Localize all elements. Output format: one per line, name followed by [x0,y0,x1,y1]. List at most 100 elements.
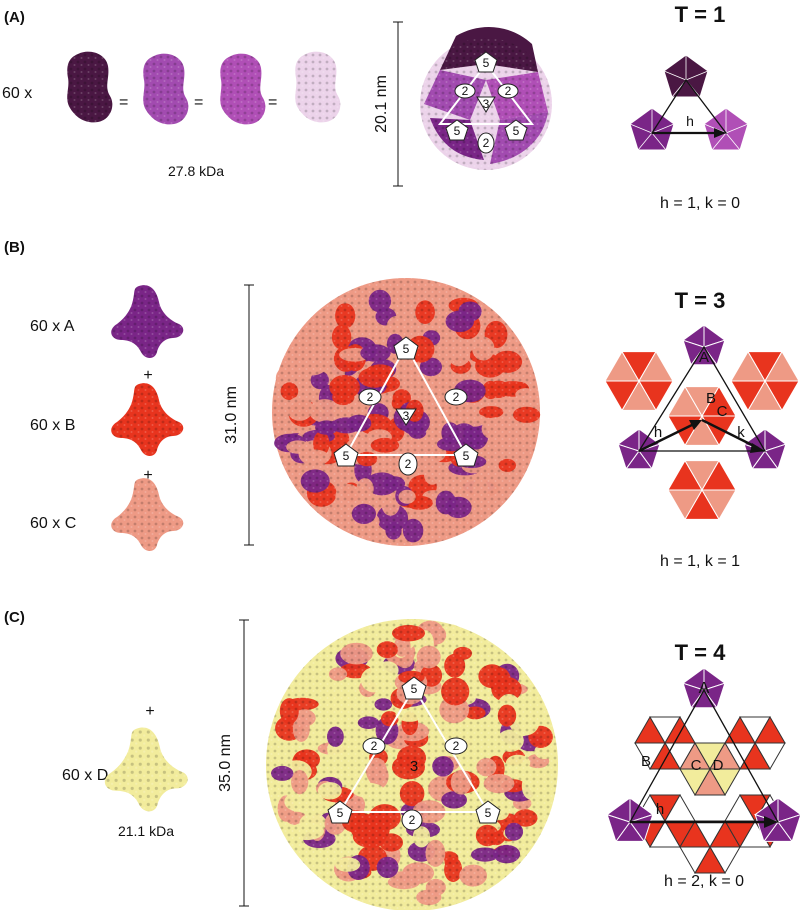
axis-b-5-top: 5 [393,336,419,360]
axis-b-2-left: 2 [358,388,382,406]
lattice-t4: A B C Dh [606,667,800,875]
panel-b-label: (B) [4,239,25,256]
equals-sign-1: = [119,94,128,111]
axis-a-2-bottom: 2 [477,132,495,154]
equals-sign-3: = [268,94,277,111]
axis-b-3-center: 3 [395,408,417,426]
subunit-b-b [111,383,184,456]
svg-text:5: 5 [343,449,350,463]
svg-text:2: 2 [483,136,490,150]
lattice-t3-letter-c: C [717,403,728,420]
subunit-a3 [220,53,266,125]
axis-a-3-center: 3 [476,96,496,113]
svg-text:2: 2 [409,813,416,827]
panel-a-diameter-label: 20.1 nm [373,75,390,133]
lattice-t1-pentagon-left [629,107,675,151]
panel-a-hk-label: h = 1, k = 0 [660,195,740,212]
scale-bar-b [244,284,254,546]
lattice-t3-letter-b: B [706,390,716,407]
vector-h-label-c: h [656,801,664,818]
subunit-b-a [111,285,184,358]
scale-bar-a [393,21,403,187]
subunit-a1 [67,51,113,123]
lattice-t1: h [629,54,749,151]
panel-a: (A) 60 x = = = 27.8 kDa 20.1 nm [2,2,749,212]
vector-k-arrow-b [701,418,759,450]
lattice-t4-letter-b: B [641,753,651,770]
svg-text:3: 3 [483,97,490,111]
axis-b-2-bottom: 2 [398,452,418,476]
lattice-t4-hexamer-right [724,715,786,771]
subunit-a2 [143,53,189,125]
svg-text:5: 5 [337,806,344,820]
svg-text:2: 2 [367,390,374,404]
axis-c-5-left: 5 [327,800,353,824]
svg-text:5: 5 [454,124,461,138]
svg-text:2: 2 [462,84,469,98]
vector-h-label-a: h [686,113,694,129]
scale-bar-c [239,619,249,907]
plus-sign-3: + [145,703,154,720]
equals-sign-2: = [194,94,203,111]
subunit-d-label: 60 x D [62,767,108,784]
lattice-t3-hexamer-right [730,350,800,412]
axis-a-2-left: 2 [454,83,476,99]
subunit-a-label: 60 x A [30,318,75,335]
panel-a-label: (A) [4,9,25,26]
vector-k-label-b: k [737,424,745,441]
axis-c-3-center: 3 [410,758,418,775]
panel-c-lattice-title: T = 4 [675,640,727,665]
lattice-t4-pentamer-left [606,797,654,843]
panel-a-mass-label: 27.8 kDa [168,163,224,179]
panel-b-diameter-label: 31.0 nm [223,386,240,444]
panel-b: (B) 60 x A + 60 x B + 60 x C 31.0 nm [4,239,800,570]
subunit-a4 [295,51,341,123]
subunit-b-c [111,478,184,551]
lattice-t4-pentamer-top [682,667,726,709]
lattice-t1-pentagon-top [663,54,709,98]
lattice-t3-pentamer-right [743,428,787,470]
lattice-t1-pentagon-right [703,107,749,151]
plus-sign-1: + [143,367,152,384]
svg-text:2: 2 [371,739,378,753]
axis-c-5-right: 5 [475,800,501,824]
svg-text:2: 2 [405,457,412,471]
capsid-c-symmetry-axes: 5 2 3 2 5 2 5 [327,676,501,831]
lattice-t3-hexamer-left [604,350,674,412]
svg-text:2: 2 [505,84,512,98]
svg-text:5: 5 [485,806,492,820]
subunit-c-label: 60 x C [30,515,76,532]
axis-b-2-right: 2 [444,388,468,406]
lattice-t4-letter-a: A [699,680,710,697]
panel-a-lattice-title: T = 1 [675,2,726,27]
lattice-t4-letter-c: C [691,757,702,774]
axis-a-5-left: 5 [445,119,469,141]
axis-b-5-left: 5 [333,443,359,467]
panel-c-label: (C) [4,609,25,626]
svg-text:5: 5 [411,682,418,696]
lattice-t3-triangle [637,345,767,452]
svg-text:2: 2 [453,390,460,404]
subunit-b-label: 60 x B [30,417,75,434]
svg-text:5: 5 [463,449,470,463]
vector-h-label-b: h [654,424,662,441]
svg-text:2: 2 [453,739,460,753]
lattice-t3-hexamer-bottom [667,459,737,521]
lattice-t3-letter-a: A [699,349,709,366]
axis-c-5-top: 5 [401,676,427,700]
subunit-c-d [104,727,188,812]
lattice-t3-pentamer-top [682,324,726,366]
svg-text:5: 5 [513,124,520,138]
lattice-t4-hexamer-center [679,741,741,797]
axis-c-2-bottom: 2 [401,809,423,831]
panel-c: (C) + 60 x D 21.1 kDa 35.0 nm 5 2 3 2 5 … [4,609,800,910]
capsid-b-symmetry-axes: 5 2 3 2 5 2 5 [333,336,479,476]
panel-b-hk-label: h = 1, k = 1 [660,553,740,570]
panel-c-mass-label: 21.1 kDa [118,823,174,839]
axis-a-5-top: 5 [474,51,498,73]
lattice-t4-letter-d: D [713,757,724,774]
panel-c-diameter-label: 35.0 nm [217,734,234,792]
capsid-a-symmetry-axes: 5 2 3 2 5 2 5 [445,51,528,154]
axis-b-5-right: 5 [453,443,479,467]
